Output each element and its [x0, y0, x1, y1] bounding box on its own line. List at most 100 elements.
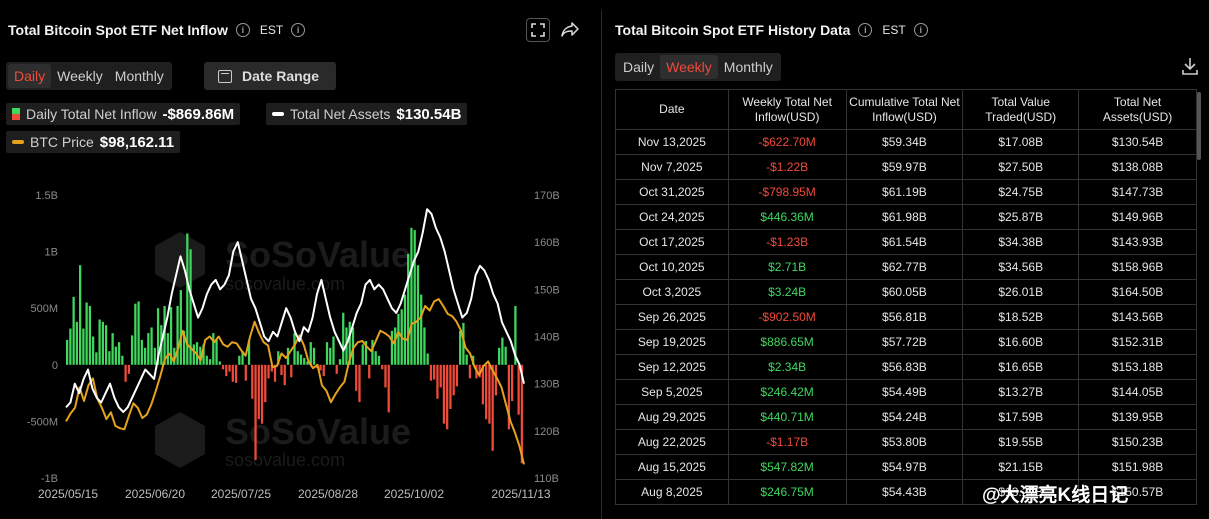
inflow-bar[interactable]: [137, 301, 140, 365]
inflow-bar[interactable]: [283, 364, 286, 386]
inflow-bar[interactable]: [179, 290, 182, 365]
inflow-bar[interactable]: [234, 364, 238, 383]
inflow-bar[interactable]: [78, 265, 82, 365]
tab-weekly[interactable]: Weekly: [660, 55, 718, 79]
inflow-bar[interactable]: [264, 364, 267, 403]
inflow-bar[interactable]: [186, 233, 189, 365]
col-weekly-net-inflow[interactable]: Weekly Total Net Inflow(USD): [727, 89, 847, 130]
table-scrollbar[interactable]: [1197, 92, 1201, 160]
inflow-bar[interactable]: [312, 347, 316, 365]
inflow-bar[interactable]: [377, 355, 381, 365]
inflow-bar[interactable]: [514, 305, 517, 365]
inflow-bar[interactable]: [218, 361, 221, 365]
inflow-bar[interactable]: [182, 330, 186, 365]
inflow-bar[interactable]: [153, 347, 156, 365]
inflow-bar[interactable]: [82, 328, 85, 365]
inflow-bar[interactable]: [124, 364, 127, 382]
share-icon[interactable]: [558, 18, 582, 42]
inflow-bar[interactable]: [481, 364, 485, 405]
inflow-bar[interactable]: [465, 354, 468, 365]
inflow-bar[interactable]: [72, 296, 75, 365]
inflow-bar[interactable]: [368, 364, 371, 379]
inflow-bar[interactable]: [299, 354, 303, 365]
inflow-bar[interactable]: [488, 364, 491, 424]
inflow-bar[interactable]: [371, 339, 374, 365]
inflow-bar[interactable]: [293, 333, 296, 365]
net-assets-line[interactable]: [65, 208, 525, 413]
col-total-net-assets[interactable]: Total Net Assets(USD): [1078, 89, 1197, 130]
inflow-bar[interactable]: [257, 364, 260, 420]
inflow-bar[interactable]: [130, 335, 134, 365]
inflow-bar[interactable]: [277, 351, 280, 365]
inflow-bar[interactable]: [387, 364, 390, 413]
table-row[interactable]: Sep 5,2025 $246.42M $54.49B $13.27B $144.05B: [615, 379, 1197, 405]
inflow-bar[interactable]: [238, 355, 241, 365]
inflow-bar[interactable]: [156, 308, 160, 365]
table-row[interactable]: Oct 24,2025 $446.36M $61.98B $25.87B $149.96…: [615, 204, 1197, 230]
inflow-bar[interactable]: [390, 330, 394, 365]
inflow-bar[interactable]: [69, 328, 72, 365]
date-range-button[interactable]: Date Range: [204, 62, 336, 90]
inflow-bar[interactable]: [436, 364, 439, 399]
table-row[interactable]: Aug 29,2025 $440.71M $54.24B $17.59B $139.95…: [615, 404, 1197, 430]
inflow-bar[interactable]: [449, 364, 452, 409]
inflow-bar[interactable]: [205, 355, 208, 365]
inflow-bar[interactable]: [231, 364, 234, 382]
inflow-bar[interactable]: [306, 361, 309, 365]
inflow-bar[interactable]: [517, 364, 520, 415]
inflow-bar[interactable]: [121, 355, 124, 365]
col-date[interactable]: Date: [615, 89, 729, 130]
inflow-bar[interactable]: [498, 347, 501, 365]
inflow-bar[interactable]: [309, 342, 312, 365]
inflow-bar[interactable]: [338, 359, 342, 365]
inflow-bar[interactable]: [335, 364, 338, 374]
inflow-bar[interactable]: [192, 344, 195, 365]
download-icon[interactable]: [1181, 56, 1199, 76]
inflow-bar[interactable]: [351, 327, 355, 365]
inflow-bar[interactable]: [241, 351, 244, 365]
net-inflow-chart[interactable]: SoSoValue sosovalue.com SoSoValue sosova…: [0, 180, 590, 510]
inflow-bar[interactable]: [88, 305, 92, 365]
inflow-bar[interactable]: [322, 364, 325, 377]
tab-daily[interactable]: Daily: [8, 64, 52, 88]
inflow-bar[interactable]: [462, 322, 465, 365]
inflow-bar[interactable]: [270, 364, 273, 372]
inflow-bar[interactable]: [342, 312, 345, 365]
inflow-bar[interactable]: [494, 364, 498, 396]
inflow-bar[interactable]: [394, 327, 397, 365]
right-info-icon[interactable]: i: [858, 23, 873, 37]
inflow-bar[interactable]: [325, 342, 329, 365]
inflow-bar[interactable]: [169, 307, 173, 365]
table-row[interactable]: Nov 13,2025 -$622.70M $59.34B $17.08B $130.5…: [615, 129, 1197, 155]
inflow-bar[interactable]: [491, 364, 494, 451]
table-row[interactable]: Oct 17,2025 -$1.23B $61.54B $34.38B $143.93B: [615, 229, 1197, 255]
inflow-bar[interactable]: [329, 347, 332, 365]
inflow-bar[interactable]: [228, 364, 231, 372]
inflow-bar[interactable]: [189, 249, 192, 365]
inflow-bar[interactable]: [215, 339, 218, 365]
inflow-bar[interactable]: [140, 339, 143, 365]
inflow-bar[interactable]: [439, 364, 442, 388]
inflow-bar[interactable]: [91, 336, 95, 365]
legend-btc-price[interactable]: BTC Price $98,162.11: [6, 131, 181, 153]
inflow-bar[interactable]: [260, 364, 264, 424]
inflow-bar[interactable]: [403, 294, 407, 365]
inflow-bar[interactable]: [355, 364, 358, 391]
inflow-bar[interactable]: [163, 305, 166, 365]
inflow-bar[interactable]: [426, 353, 429, 365]
inflow-bar[interactable]: [413, 230, 416, 365]
inflow-bar[interactable]: [101, 321, 104, 365]
inflow-bar[interactable]: [381, 364, 384, 370]
info-icon[interactable]: i: [235, 23, 250, 37]
table-row[interactable]: Oct 10,2025 $2.71B $62.77B $34.56B $158.96B: [615, 254, 1197, 280]
inflow-bar[interactable]: [407, 253, 410, 365]
inflow-bar[interactable]: [507, 364, 511, 430]
tab-weekly[interactable]: Weekly: [57, 68, 103, 84]
inflow-bar[interactable]: [468, 364, 472, 379]
inflow-bar[interactable]: [478, 364, 481, 378]
inflow-bar[interactable]: [280, 364, 283, 375]
table-row[interactable]: Aug 22,2025 -$1.17B $53.80B $19.55B $150.23B: [615, 429, 1197, 455]
inflow-bar[interactable]: [397, 313, 400, 365]
inflow-bar[interactable]: [111, 333, 114, 365]
inflow-bar[interactable]: [225, 364, 228, 377]
